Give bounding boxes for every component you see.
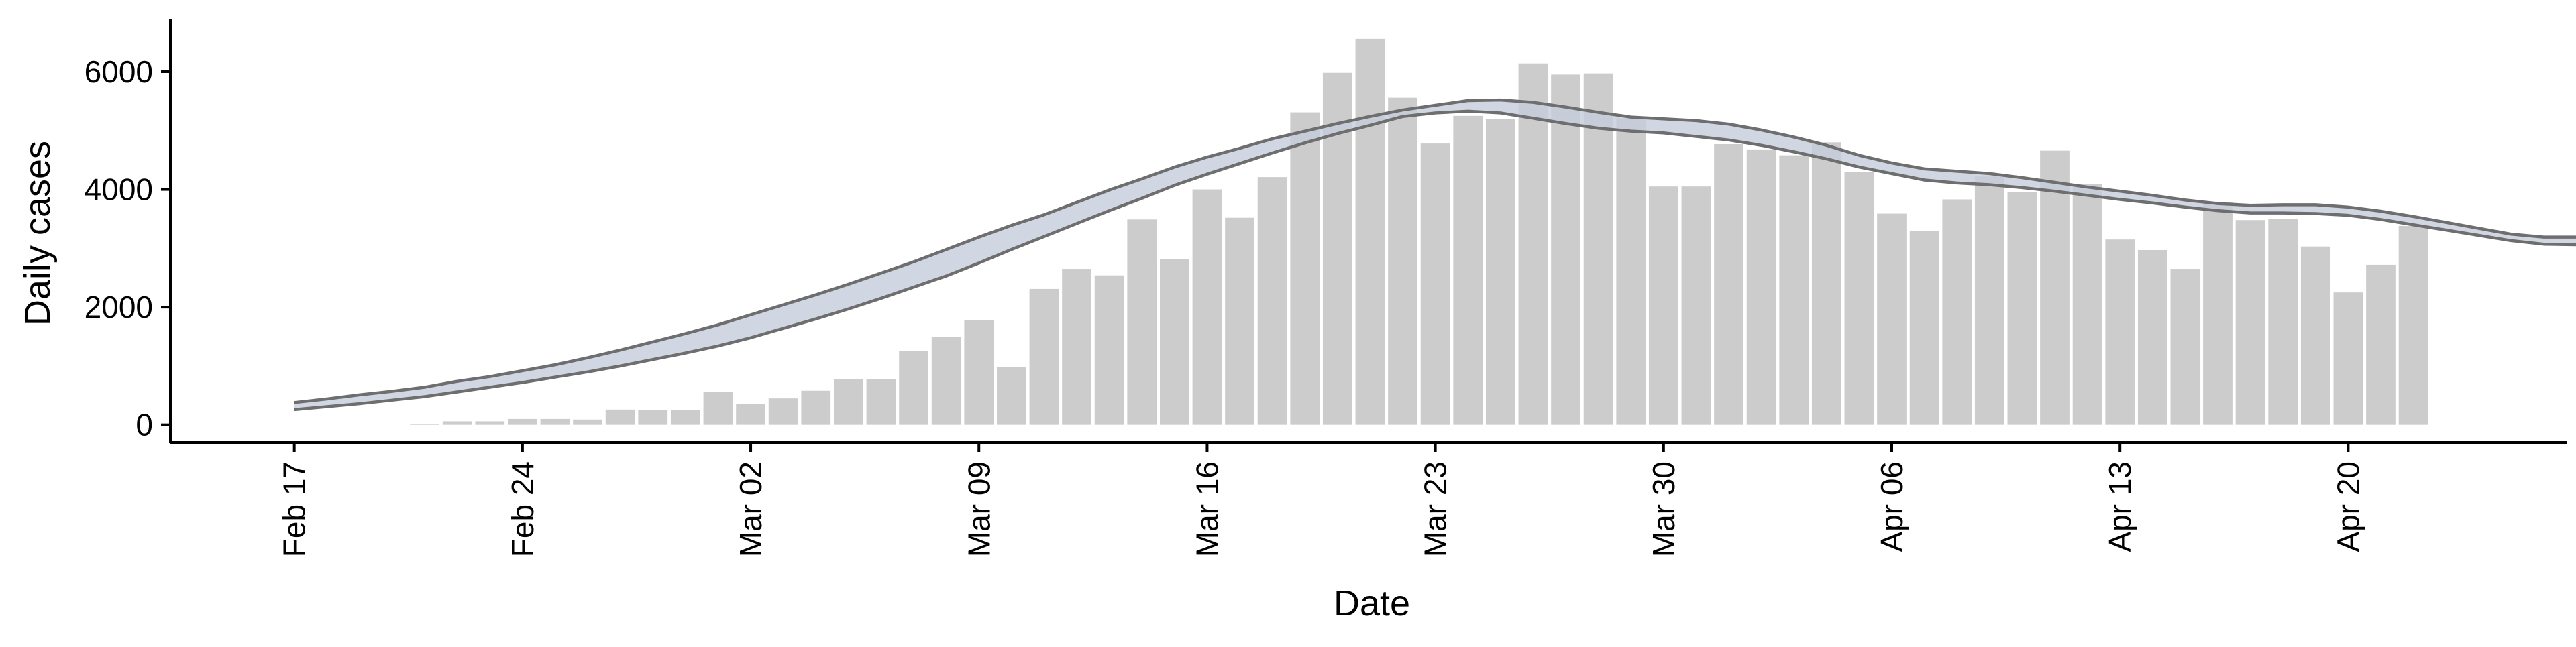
x-tick-label: Mar 23 [1418, 461, 1453, 557]
bar [2268, 219, 2298, 425]
bar [1518, 63, 1548, 425]
bar [475, 421, 505, 425]
bar [605, 409, 635, 425]
bar [736, 404, 765, 425]
estimate-lower-line [294, 109, 2576, 412]
bar [2300, 246, 2330, 425]
bar [931, 337, 961, 425]
y-tick-label: 2000 [85, 290, 153, 325]
bar [508, 418, 537, 425]
bar [2170, 269, 2200, 425]
bar [703, 392, 733, 425]
bar [1746, 149, 1776, 425]
x-tick-label: Mar 09 [961, 461, 996, 557]
bar [2366, 264, 2396, 425]
bar [801, 390, 831, 425]
bar [1062, 269, 1091, 425]
estimate-band [294, 100, 2576, 410]
bar [866, 379, 896, 425]
bar [2398, 225, 2428, 425]
bar [996, 367, 1026, 425]
x-tick-label: Mar 16 [1189, 461, 1224, 557]
bar [1583, 73, 1613, 425]
bar [1029, 288, 1059, 425]
bar [1551, 74, 1580, 425]
bar [1811, 142, 1841, 425]
bar [670, 410, 700, 425]
bar [1192, 189, 1222, 425]
bar [2203, 202, 2233, 425]
bar [540, 418, 570, 425]
bar [1225, 217, 1254, 425]
x-tick-label: Apr 20 [2330, 461, 2365, 552]
bar [768, 398, 798, 425]
bar [1159, 259, 1189, 425]
y-tick-label: 6000 [85, 54, 153, 89]
bar [1355, 38, 1385, 425]
bar [573, 419, 602, 425]
y-axis-title: Daily cases [17, 141, 58, 326]
bar [2040, 150, 2070, 425]
bar [1877, 213, 1907, 425]
bar [833, 379, 863, 425]
bar [2105, 239, 2135, 425]
x-tick-label: Apr 13 [2102, 461, 2137, 552]
bar [1485, 119, 1515, 425]
x-tick-label: Apr 06 [1874, 461, 1909, 552]
bar [964, 320, 994, 425]
bar [1616, 118, 1646, 425]
bar [2235, 220, 2265, 425]
bar [1388, 97, 1417, 425]
bar [1453, 115, 1483, 425]
bar [899, 351, 928, 425]
estimate-upper-line [294, 98, 2576, 404]
bar [2072, 184, 2102, 425]
x-tick-label: Mar 02 [733, 461, 768, 557]
bar [1844, 172, 1874, 425]
bar [1648, 186, 1678, 425]
bar [442, 421, 472, 425]
x-tick-label: Feb 24 [505, 461, 540, 557]
x-tick-label: Mar 30 [1646, 461, 1681, 557]
bar [1290, 112, 1320, 425]
bar [410, 424, 439, 425]
bar [1127, 219, 1157, 425]
bars-layer [410, 38, 2428, 425]
bar [1974, 176, 2004, 425]
bar [1942, 199, 1972, 425]
x-axis-title: Date [1334, 583, 1410, 624]
bar [1779, 155, 1809, 425]
x-tick-label: Feb 17 [277, 461, 312, 557]
y-tick-label: 0 [136, 408, 153, 443]
y-tick-label: 4000 [85, 172, 153, 207]
bar [1714, 143, 1743, 425]
bar [2137, 249, 2167, 425]
estimate-layer [294, 98, 2576, 412]
bar [1094, 275, 1124, 425]
bar [2333, 292, 2363, 425]
bar [1909, 231, 1939, 425]
bar [1257, 177, 1287, 425]
bar [1681, 186, 1711, 425]
bar [1420, 143, 1450, 425]
axes-layer: 0 2000 4000 6000 Feb 17 Feb 24 Mar 02 Mar 09 Mar… [85, 19, 2567, 557]
bar [638, 410, 668, 425]
bar [2007, 192, 2037, 425]
